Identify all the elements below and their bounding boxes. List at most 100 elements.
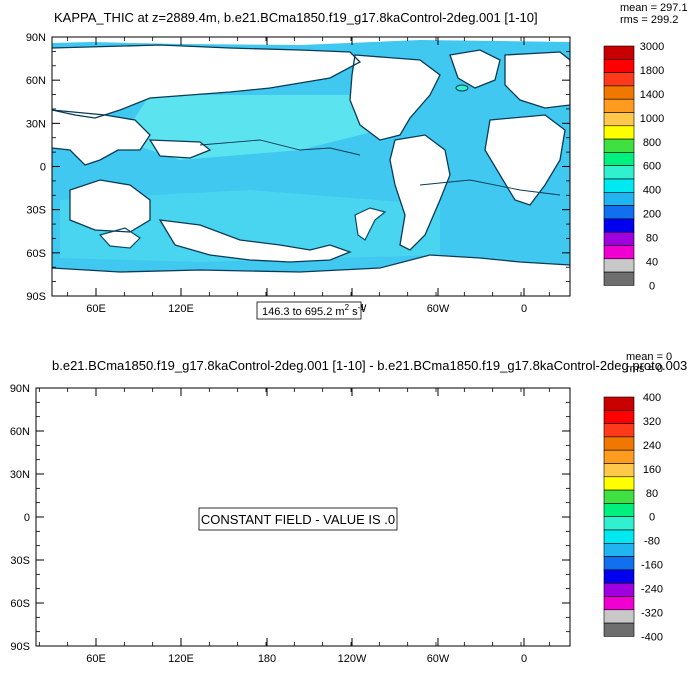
top-colorbar-label: 600 <box>643 161 661 173</box>
bottom-colorbar-swatch <box>603 569 635 584</box>
bottom-colorbar-swatch <box>603 556 635 571</box>
top-colorbar-label: 800 <box>643 137 661 149</box>
top-colorbar-swatch <box>603 138 635 153</box>
bottom-colorbar: 400 320 240 160 80 0 -80 -160 -240 -320 -400 <box>603 392 663 643</box>
bottom-colorbar-label: -80 <box>644 536 660 548</box>
bottom-colorbar-swatch <box>603 542 635 557</box>
top-ytick-label: 0 <box>40 162 46 174</box>
bottom-xtick-label: 0 <box>521 653 527 665</box>
top-land-north-america <box>350 55 440 140</box>
top-colorbar-swatch <box>603 125 635 140</box>
panel-top: KAPPA_THIC at z=2889.4m, b.e21.BCma1850.… <box>26 2 688 320</box>
panel-bottom: b.e21.BCma1850.f19_g17.8kaControl-2deg.0… <box>10 351 687 665</box>
top-land-eurasia <box>52 45 360 118</box>
top-colorbar-label: 1800 <box>640 65 664 77</box>
top-colorbar-swatch <box>603 45 635 60</box>
top-range-sup2: -1 <box>358 303 366 312</box>
top-colorbar-swatch <box>603 165 635 180</box>
bottom-ytick-label: 90N <box>10 383 30 395</box>
top-hotspot <box>455 84 469 92</box>
top-ytick-label: 30S <box>26 205 46 217</box>
bottom-colorbar-label: 0 <box>649 512 655 524</box>
svg-text:146.3 to 695.2 m2 s-1: 146.3 to 695.2 m2 s-1 <box>262 303 365 318</box>
bottom-xtick-label: 180 <box>258 653 276 665</box>
bottom-mean-stat: mean = 0 <box>626 351 672 363</box>
top-land-europe <box>505 52 570 108</box>
bottom-colorbar-swatch <box>603 503 635 517</box>
bottom-colorbar-label: 240 <box>643 440 661 452</box>
bottom-colorbar-swatch <box>603 489 635 504</box>
top-colorbar-swatch <box>603 85 635 100</box>
bottom-axes: 90N 60N 30N 0 30S 60S 90S 60E 120E 180 120W 60W 0 <box>10 383 570 665</box>
top-land-indonesia <box>150 140 210 158</box>
top-land-antarctic-pacific <box>160 220 350 262</box>
top-title: KAPPA_THIC at z=2889.4m, b.e21.BCma1850.… <box>54 10 538 25</box>
top-colorbar-swatch <box>603 245 635 260</box>
top-colorbar-label: 80 <box>646 233 658 245</box>
top-colorbar-swatch <box>603 72 635 87</box>
bottom-colorbar-swatch <box>603 423 635 438</box>
bottom-colorbar-swatch <box>603 449 635 464</box>
top-map-features <box>52 37 570 296</box>
top-light-band-2 <box>60 190 440 262</box>
top-colorbar-label: 400 <box>643 185 661 197</box>
top-xtick-label: 60W <box>427 303 450 315</box>
bottom-colorbar-swatch <box>603 596 635 611</box>
bottom-colorbar-swatch <box>603 409 635 424</box>
top-rms-stat: rms = 299.2 <box>620 14 678 26</box>
top-land-india-sea <box>52 110 150 165</box>
top-colorbar-swatch <box>603 192 635 206</box>
top-colorbar-label: 3000 <box>640 41 664 53</box>
top-colorbar-label: 1400 <box>640 89 664 101</box>
top-coastlines <box>52 44 570 273</box>
top-ytick-label: 90S <box>26 291 46 303</box>
top-colorbar-swatch <box>603 231 635 246</box>
top-colorbar-swatch <box>603 58 635 73</box>
top-land-australia <box>70 180 150 232</box>
top-ytick-label: 60N <box>26 75 46 87</box>
bottom-colorbar-swatch <box>603 436 635 451</box>
top-ytick-label: 30N <box>26 118 46 130</box>
bottom-colorbar-label: 320 <box>643 416 661 428</box>
top-xtick-label: 0 <box>521 303 527 315</box>
bottom-ytick-label: 60S <box>10 598 30 610</box>
bottom-colorbar-swatch <box>603 582 635 597</box>
top-land-antarctic-atlantic <box>52 255 570 296</box>
top-range-label: 146.3 to 695.2 m2 s-1 <box>256 301 365 320</box>
bottom-colorbar-swatch <box>603 396 635 411</box>
bottom-ytick-label: 30N <box>10 469 30 481</box>
bottom-colorbar-label: -400 <box>641 631 663 643</box>
bottom-xtick-label: 60E <box>86 653 106 665</box>
top-colorbar-swatch <box>603 258 635 273</box>
top-colorbar-swatch <box>603 98 635 113</box>
top-land-greenland <box>450 50 500 88</box>
bottom-ytick-label: 60N <box>10 426 30 438</box>
bottom-colorbar-label: -320 <box>641 607 663 619</box>
top-colorbar-swatch <box>603 178 635 193</box>
bottom-rms-stat: rms = 0 <box>626 363 663 375</box>
top-colorbar-swatch <box>603 152 635 166</box>
top-colorbar-label: 200 <box>643 209 661 221</box>
bottom-xtick-label: 120E <box>168 653 194 665</box>
bottom-colorbar-label: 160 <box>643 464 661 476</box>
top-colorbar-swatch <box>603 112 635 127</box>
top-xtick-label: 60E <box>86 303 106 315</box>
bottom-colorbar-swatch <box>603 516 635 531</box>
top-colorbar-swatch <box>603 271 635 286</box>
top-colorbar-label: 0 <box>649 280 655 292</box>
top-range-text: 146.3 to 695.2 m <box>262 306 345 318</box>
bottom-colorbar-swatch <box>603 609 635 624</box>
top-range-sup1: 2 <box>345 303 350 312</box>
top-colorbar-label: 1000 <box>640 113 664 125</box>
bottom-colorbar-label: -160 <box>641 560 663 572</box>
bottom-message-box: CONSTANT FIELD - VALUE IS .0 <box>198 507 398 531</box>
bottom-colorbar-swatch <box>603 476 635 491</box>
top-ridge-pacific <box>354 207 387 241</box>
bottom-title: b.e21.BCma1850.f19_g17.8kaControl-2deg.0… <box>52 358 687 373</box>
bottom-colorbar-label: 400 <box>643 392 661 404</box>
bottom-colorbar-swatch <box>603 529 635 544</box>
top-colorbar-swatch <box>603 205 635 220</box>
top-ytick-label: 60S <box>26 248 46 260</box>
